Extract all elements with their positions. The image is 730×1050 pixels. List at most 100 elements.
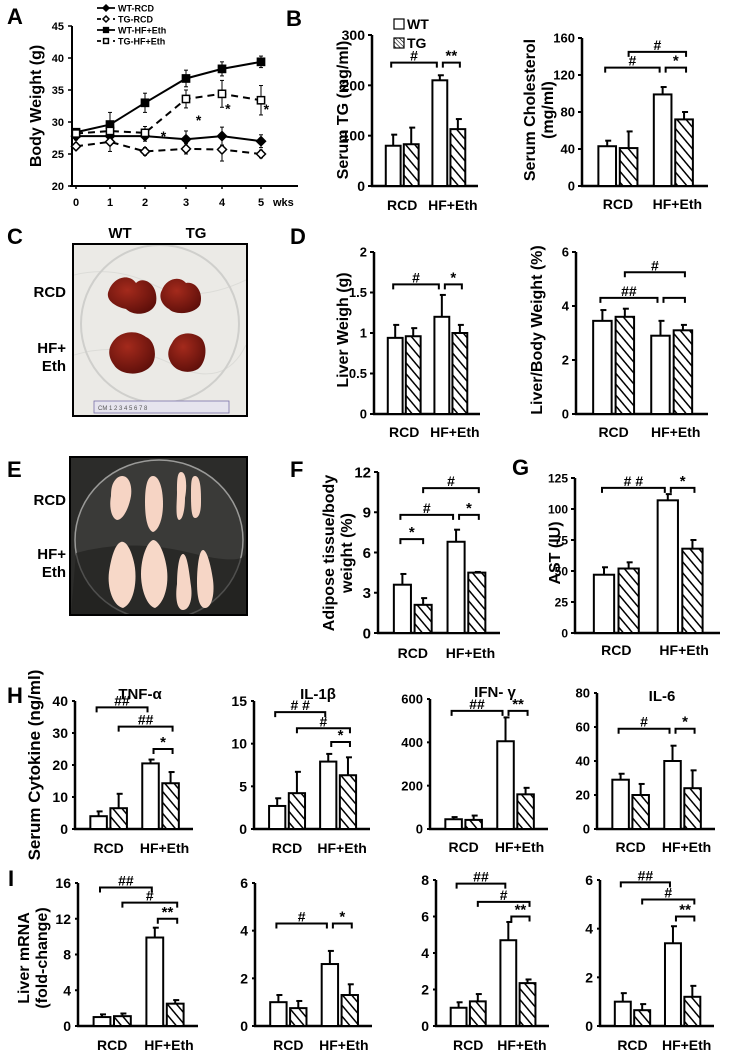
legend-label: WT-HF+Eth <box>118 26 166 36</box>
photo-e-row-rcd: RCD <box>33 492 67 509</box>
y-tick-label: 30 <box>52 725 68 741</box>
chart-h2: 0 5 10 15 RCD HF+Eth # # # * IL-1β <box>231 686 370 856</box>
significance-bracket <box>623 271 686 278</box>
x-category-label: HF+Eth <box>319 1037 368 1050</box>
x-tick-label: 1 <box>107 197 113 209</box>
bar-wt-rcd <box>392 583 412 635</box>
chart-title: IL-6 <box>649 688 676 705</box>
panel-label-g: G <box>512 455 530 480</box>
bar-tg-hfeth <box>672 329 694 415</box>
significance-label: ## <box>621 283 637 299</box>
adipose-photo-image <box>71 458 246 614</box>
photo-c-row-rcd: RCD <box>33 284 67 301</box>
bar-tg-rcd <box>617 567 640 635</box>
legend-label-wt: WT <box>407 16 429 32</box>
y-tick-label: 400 <box>401 735 423 750</box>
x-category-label: RCD <box>615 839 645 855</box>
bar-wt-rcd <box>92 1016 112 1027</box>
bar-tg-hfeth <box>681 547 704 634</box>
significance-bracket <box>476 900 531 907</box>
significance-label: * <box>196 112 202 128</box>
chart-i2: 0 2 4 6 RCD HF+Eth # * <box>240 875 372 1050</box>
bar-tg-hfeth <box>340 994 359 1027</box>
x-category-label: HF+Eth <box>428 197 477 213</box>
bar-tg-rcd <box>413 603 433 635</box>
x-category-label: HF+Eth <box>140 840 189 856</box>
bar-wt-hfeth <box>499 939 518 1027</box>
y-tick-label: 10 <box>52 789 68 805</box>
y-tick-label: 2 <box>421 982 429 998</box>
significance-bracket <box>674 727 696 734</box>
y-tick-label: 25 <box>555 595 569 609</box>
y-tick-label: 12 <box>55 911 71 927</box>
chart-h1: 0 10 20 30 40 RCD HF+Eth ## ## * TNF-α <box>52 686 193 856</box>
bar-wt-hfeth <box>496 740 515 830</box>
y-tick-label: 35 <box>52 85 64 97</box>
bar-tg-hfeth <box>467 571 487 634</box>
y-tick-label: 120 <box>553 68 575 83</box>
significance-bracket <box>641 898 696 905</box>
x-category-label: HF+Eth <box>144 1037 193 1050</box>
x-category-label: HF+Eth <box>495 839 544 855</box>
panel-label-f: F <box>290 457 304 482</box>
y-tick-label: 40 <box>576 754 590 769</box>
panel-label-e: E <box>7 457 22 482</box>
significance-label: ** <box>162 904 174 921</box>
panel-label-b: B <box>286 6 302 31</box>
y-tick-label: 10 <box>231 736 247 752</box>
bar-tg-hfeth <box>338 774 358 830</box>
bar-wt-hfeth <box>663 760 682 830</box>
significance-label: * <box>680 473 686 490</box>
significance-bracket <box>392 283 440 290</box>
significance-label: * <box>264 101 270 117</box>
significance-bracket <box>117 725 174 732</box>
significance-label: ## <box>118 872 134 888</box>
y-tick-label: 0 <box>421 1018 429 1034</box>
y-tick-label: 2 <box>360 245 367 260</box>
significance-bracket <box>627 50 688 57</box>
bar-tg-hfeth <box>674 118 694 187</box>
significance-label: # <box>500 887 508 903</box>
photo-c-col-tg: TG <box>185 225 207 242</box>
significance-label: * <box>466 500 472 517</box>
y-tick-label: 1.5 <box>349 285 367 300</box>
significance-bracket <box>330 740 351 747</box>
x-category-label: RCD <box>601 642 631 658</box>
y-tick-label: 0 <box>583 822 590 837</box>
ruler-text: CM 1 2 3 4 5 6 7 8 <box>98 406 148 412</box>
x-category-label: RCD <box>93 840 123 856</box>
x-category-label: RCD <box>97 1037 127 1050</box>
series-tg-hf-eth <box>71 79 266 140</box>
bar-wt-hfeth <box>650 334 671 416</box>
x-category-label: HF+Eth <box>430 424 479 440</box>
significance-bracket <box>443 283 463 290</box>
significance-label: # <box>629 53 637 69</box>
legend-label: WT-RCD <box>118 4 154 14</box>
x-category-label: HF+Eth <box>651 424 700 440</box>
y-tick-label: 0.5 <box>349 366 367 381</box>
y-tick-label: 40 <box>561 142 575 157</box>
significance-label: ** <box>446 48 458 65</box>
x-category-label: RCD <box>273 1037 303 1050</box>
bar-wt-hfeth <box>145 936 165 1027</box>
y-tick-label: 15 <box>231 693 247 709</box>
y-tick-label: 16 <box>55 875 71 891</box>
panel-label-a: A <box>7 4 23 29</box>
y-tick-label: 0 <box>568 179 575 194</box>
y-tick-label: 200 <box>401 778 423 793</box>
liver-photo-image: CM 1 2 3 4 5 6 7 8 <box>74 245 246 415</box>
significance-bracket <box>99 886 153 893</box>
bar-tg-hfeth <box>451 332 469 415</box>
significance-bracket <box>662 296 686 303</box>
y-tick-label: 0 <box>240 1018 248 1034</box>
y-tick-label: 20 <box>52 757 68 773</box>
significance-bracket <box>152 748 174 754</box>
y-tick-label: 20 <box>52 181 64 193</box>
y-tick-label: 8 <box>421 872 429 888</box>
y-tick-label: 12 <box>354 464 371 481</box>
